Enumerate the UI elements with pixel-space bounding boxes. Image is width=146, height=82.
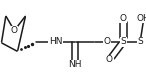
Text: NH: NH [68,60,82,69]
Text: HN: HN [49,37,62,46]
Text: S: S [120,37,126,46]
Text: O: O [11,26,18,35]
Text: O: O [104,37,111,46]
Text: OH: OH [137,14,146,23]
Text: O: O [106,55,113,64]
Text: S: S [137,37,143,46]
Text: O: O [120,14,127,23]
